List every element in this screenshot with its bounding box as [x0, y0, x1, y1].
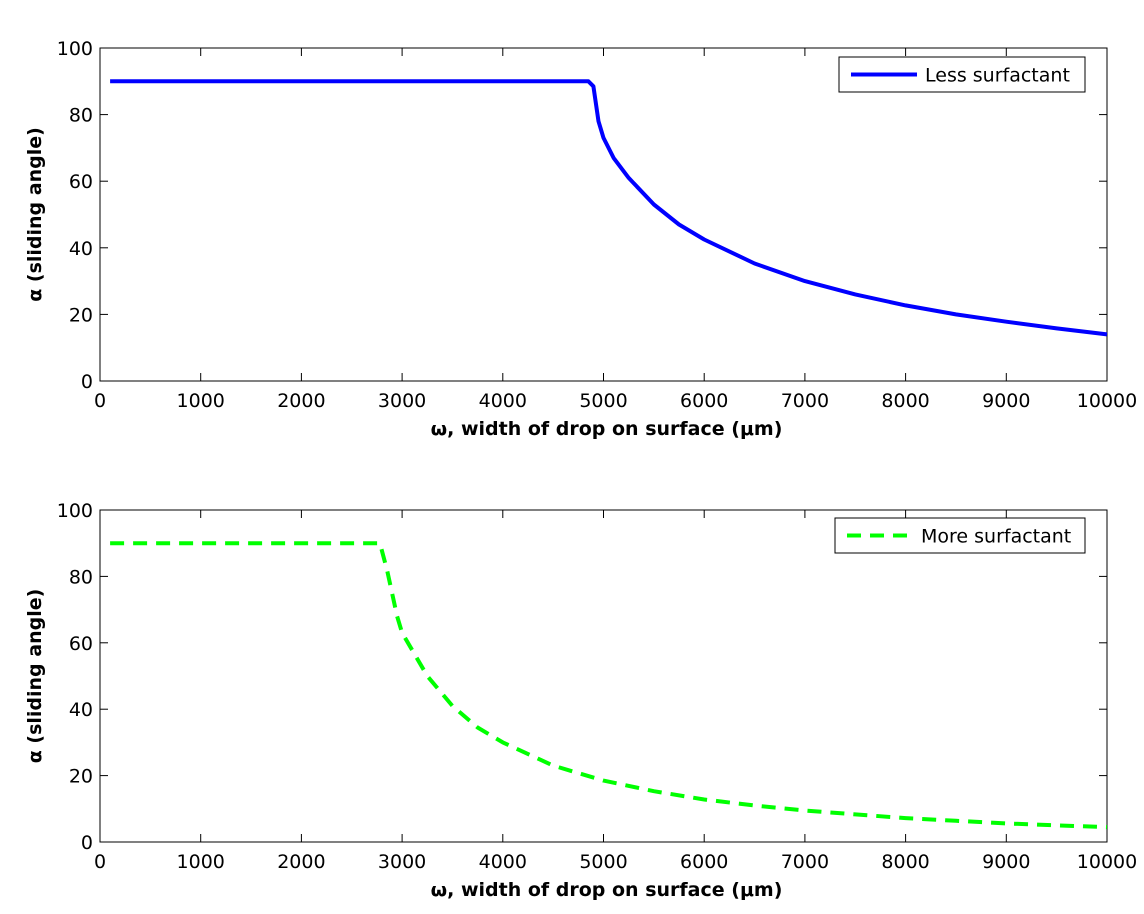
series-line-1: [110, 81, 1107, 334]
legend-entry-label: More surfactant: [921, 526, 1071, 548]
x-tick-label: 4000: [479, 390, 527, 412]
y-tick-label: 100: [57, 38, 93, 60]
x-tick-label: 9000: [982, 851, 1030, 873]
y-tick-label: 60: [69, 633, 93, 655]
x-tick-label: 0: [94, 390, 106, 412]
x-tick-label: 3000: [378, 851, 426, 873]
x-tick-label: 6000: [680, 851, 728, 873]
x-tick-label: 7000: [781, 851, 829, 873]
y-tick-label: 100: [57, 500, 93, 522]
x-tick-label: 1000: [177, 390, 225, 412]
legend: More surfactant: [835, 518, 1085, 553]
series-line-1: [110, 543, 1107, 827]
x-tick-label: 7000: [781, 390, 829, 412]
y-tick-label: 40: [69, 238, 93, 260]
x-tick-label: 8000: [881, 390, 929, 412]
y-tick-label: 0: [81, 832, 93, 854]
x-tick-label: 9000: [982, 390, 1030, 412]
y-axis-label: α (sliding angle): [24, 127, 46, 302]
y-axis-label: α (sliding angle): [24, 589, 46, 764]
x-axis-label: ω, width of drop on surface (μm): [431, 879, 783, 901]
y-tick-label: 20: [69, 766, 93, 788]
y-tick-label: 80: [69, 566, 93, 588]
legend: Less surfactant: [839, 57, 1085, 92]
x-tick-label: 4000: [479, 851, 527, 873]
plot-area-frame: [100, 48, 1107, 381]
x-tick-label: 3000: [378, 390, 426, 412]
chart-panel-2: 0 1000 2000 3000 4000 5000 6000 7000 8000 9000 100…: [24, 500, 1137, 901]
x-tick-label: 5000: [579, 390, 627, 412]
chart-panel-1: 0 1000 2000 3000 4000 5000 6000 7000 8000 9000 100…: [24, 38, 1137, 440]
y-tick-label: 80: [69, 105, 93, 127]
x-tick-label: 10000: [1077, 390, 1137, 412]
y-tick-label: 40: [69, 699, 93, 721]
x-tick-label: 2000: [277, 851, 325, 873]
y-tick-label: 0: [81, 371, 93, 393]
y-tick-label: 60: [69, 171, 93, 193]
legend-entry-label: Less surfactant: [925, 65, 1070, 87]
x-tick-label: 6000: [680, 390, 728, 412]
x-tick-label: 10000: [1077, 851, 1137, 873]
y-tick-label: 20: [69, 304, 93, 326]
x-tick-label: 0: [94, 851, 106, 873]
x-axis-label: ω, width of drop on surface (μm): [431, 418, 783, 440]
x-tick-label: 8000: [881, 851, 929, 873]
x-tick-label: 1000: [177, 851, 225, 873]
x-tick-label: 2000: [277, 390, 325, 412]
plot-area-frame: [100, 510, 1107, 842]
x-tick-label: 5000: [579, 851, 627, 873]
